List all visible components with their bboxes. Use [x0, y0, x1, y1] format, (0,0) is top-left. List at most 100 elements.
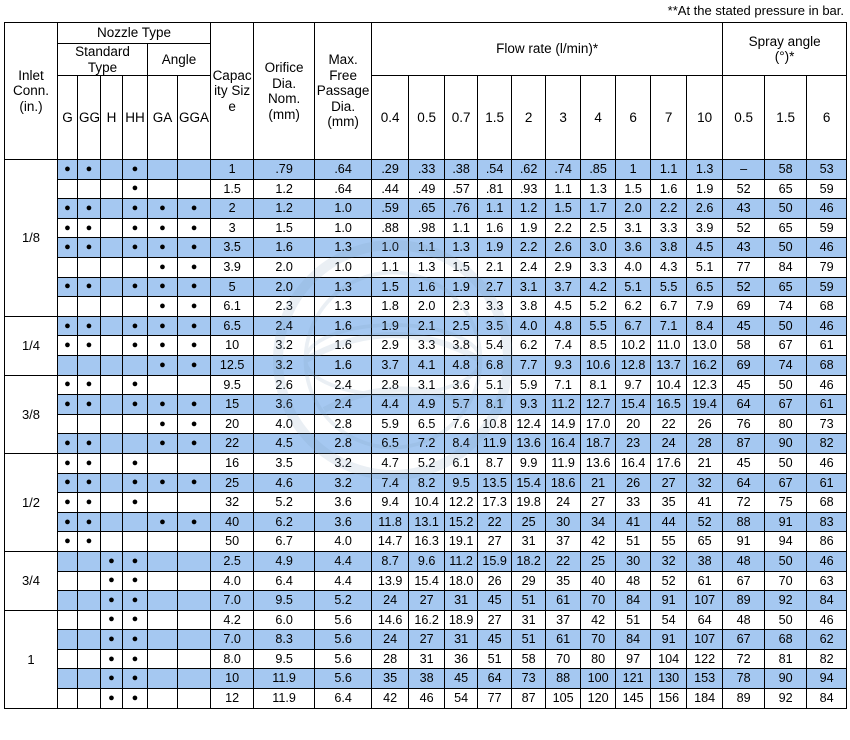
spray-angle-cell: 84	[764, 257, 808, 278]
nozzle-type-dot-gg: ●	[77, 315, 101, 337]
nozzle-type-dot-g: ●	[57, 511, 78, 533]
flow-cell: 3.3	[650, 217, 688, 239]
flow-cell: 2.2	[545, 217, 582, 239]
flow-cell: 31	[511, 609, 547, 631]
flow-cell: 61	[545, 629, 582, 650]
passage-cell: 1.0	[314, 257, 373, 278]
spray-angle-cell: 59	[806, 217, 848, 239]
nozzle-type-dot-gga: ●	[176, 276, 212, 298]
flow-cell: .62	[511, 159, 547, 180]
flow-cell: 11.2	[545, 394, 582, 415]
nozzle-type-dot-hh: ●	[122, 492, 148, 513]
nozzle-type-dot-gga: ●	[176, 315, 212, 337]
spray-angle-cell: 78	[722, 668, 766, 690]
spray-angle-cell: 46	[806, 452, 848, 474]
nozzle-type-empty-cell	[57, 413, 78, 435]
flow-cell: 27	[408, 629, 446, 650]
flow-cell: 73	[511, 668, 547, 690]
flow-cell: 61	[545, 590, 582, 611]
spray-angle-cell: 91	[764, 511, 808, 533]
nozzle-type-empty-cell	[122, 296, 148, 317]
nozzle-type-empty-cell	[100, 237, 123, 258]
pressure-note: **At the stated pressure in bar.	[667, 3, 844, 18]
nozzle-type-dot-g: ●	[57, 276, 78, 298]
flow-cell: 2.5	[580, 217, 617, 239]
flow-cell: 12.2	[444, 492, 479, 513]
nozzle-type-dot-hh: ●	[122, 159, 148, 180]
flow-cell: 2.5	[444, 315, 479, 337]
nozzle-type-dot-h: ●	[100, 609, 123, 631]
flow-cell: 1.1	[444, 217, 479, 239]
capacity-cell: 15	[210, 394, 255, 415]
spray-angle-cell: 70	[764, 570, 808, 592]
nozzle-type-empty-cell	[77, 629, 101, 650]
flow-cell: 10.4	[408, 492, 446, 513]
spray-angle-cell: 92	[764, 590, 808, 611]
orifice-cell: 3.2	[253, 335, 316, 356]
nozzle-type-empty-cell	[100, 374, 123, 396]
capacity-cell: 1.5	[210, 178, 255, 200]
capacity-cell: 4.0	[210, 570, 255, 592]
nozzle-type-dot-hh: ●	[122, 570, 148, 592]
capacity-cell: 9.5	[210, 374, 255, 396]
flow-cell: 156	[650, 688, 688, 709]
spray-angle-cell: 62	[806, 629, 848, 650]
nozzle-type-dot-hh: ●	[122, 394, 148, 415]
flow-cell: 8.2	[408, 472, 446, 494]
flow-cell: .88	[371, 217, 410, 239]
spray-angle-cell: 53	[806, 159, 848, 180]
flow-cell: 65	[686, 531, 724, 552]
spray-angle-cell: 50	[764, 550, 808, 572]
nozzle-type-empty-cell	[147, 159, 178, 180]
flow-cell: 64	[686, 609, 724, 631]
nozzle-type-empty-cell	[122, 511, 148, 533]
flow-cell: 16.5	[650, 394, 688, 415]
spray-angle-cell: 90	[764, 668, 808, 690]
nozzle-type-dot-gg: ●	[77, 217, 101, 239]
flow-cell: 84	[615, 629, 652, 650]
nozzle-type-empty-cell	[57, 354, 78, 376]
flow-cell: 13.5	[477, 472, 513, 494]
nozzle-type-dot-gg: ●	[77, 511, 101, 533]
spray-angle-cell: 50	[764, 452, 808, 474]
flow-cell: 5.5	[580, 315, 617, 337]
spray-angle-cell: 94	[764, 531, 808, 552]
flow-cell: 2.3	[444, 296, 479, 317]
table-row: ● ● 7.0 9.5 5.2 24 27 31 45 51 61 70 84 91 107 89 92 84	[5, 590, 848, 611]
table-row: 1/8 ● ● ● 1.79.64.29.33.38.54.62.74.85 1 1.1 1.…	[4, 159, 848, 317]
spray-angle-cell: 69	[722, 354, 766, 376]
flow-cell: 5.9	[511, 374, 547, 396]
flow-cell: 18.7	[580, 433, 617, 454]
spray-angle-cell: –	[722, 159, 766, 180]
flow-cell: 3.1	[615, 217, 652, 239]
flow-cell: 51	[615, 609, 652, 631]
nozzle-type-empty-cell	[77, 668, 101, 690]
nozzle-type-dot-g: ●	[57, 198, 78, 219]
table-row: ● ● ● ● ● 5 2.0 1.3 1.5 1.6 1.9 2.7 3.1 3.7 4.2 5.1 5.5 6…	[5, 276, 848, 298]
flow-cell: 4.5	[545, 296, 582, 317]
flow-cell: 3.8	[650, 237, 688, 258]
nozzle-type-dot-h: ●	[100, 629, 123, 650]
flow-cell: 42	[371, 688, 410, 709]
flow-cell: 21	[580, 472, 617, 494]
flow-cell: 19.8	[511, 492, 547, 513]
spray-angle-cell: 86	[806, 531, 848, 552]
nozzle-type-empty-cell	[100, 178, 123, 200]
nozzle-type-dot-gg: ●	[77, 159, 101, 180]
flow-cell: 3.1	[408, 374, 446, 396]
flow-cell: 51	[511, 590, 547, 611]
capacity-cell: 1	[210, 159, 255, 180]
flow-cell: 2.2	[650, 198, 688, 219]
header-row-3: G GG H HH GA GGA 0.4 0.5 0.7 1.5 2 3 4 6 7 10 0.5 1.5 6	[5, 75, 848, 161]
capacity-cell: 7.0	[210, 629, 255, 650]
flow-cell: 31	[408, 648, 446, 670]
flow-cell: 35	[545, 570, 582, 592]
flow-cell: 16.2	[686, 354, 724, 376]
flow-cell: 15.9	[477, 550, 513, 572]
nozzle-type-dot-ga: ●	[147, 335, 178, 356]
flow-cell: 45	[477, 590, 513, 611]
flow-pressure-col: 0.5	[408, 75, 446, 161]
spray-angle-cell: 58	[722, 335, 766, 356]
passage-cell: 5.2	[314, 590, 373, 611]
flow-cell: 84	[615, 590, 652, 611]
